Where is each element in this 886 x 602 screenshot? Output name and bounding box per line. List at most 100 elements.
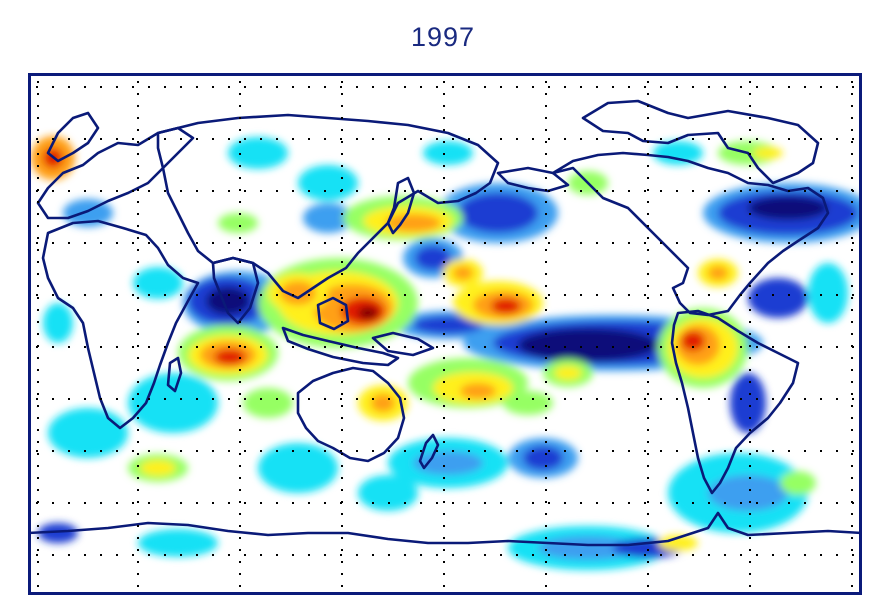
grid-dot bbox=[443, 201, 445, 203]
grid-dot bbox=[756, 398, 758, 400]
grid-dot bbox=[804, 294, 806, 296]
coastline-north-america bbox=[551, 151, 830, 317]
grid-dot bbox=[724, 138, 726, 140]
grid-dot bbox=[740, 398, 742, 400]
grid-dot bbox=[196, 502, 198, 504]
grid-dot bbox=[68, 242, 70, 244]
grid-dot bbox=[68, 398, 70, 400]
grid-dot bbox=[532, 450, 534, 452]
coastline-south-america bbox=[670, 309, 800, 495]
grid-dot bbox=[37, 525, 39, 527]
grid-dot bbox=[239, 165, 241, 167]
grid-dot bbox=[116, 138, 118, 140]
grid-dot bbox=[239, 429, 241, 431]
grid-dot bbox=[228, 346, 230, 348]
grid-dot bbox=[851, 81, 853, 83]
grid-dot bbox=[404, 138, 406, 140]
grid-dot bbox=[852, 138, 854, 140]
grid-dot bbox=[276, 346, 278, 348]
grid-dot bbox=[137, 357, 139, 359]
grid-dot bbox=[749, 237, 751, 239]
grid-dot bbox=[341, 513, 343, 515]
grid-dot bbox=[647, 453, 649, 455]
grid-dot bbox=[820, 86, 822, 88]
grid-dot bbox=[749, 105, 751, 107]
grid-dot bbox=[196, 450, 198, 452]
grid-dot bbox=[516, 190, 518, 192]
grid-dot bbox=[580, 398, 582, 400]
anomaly-patch bbox=[423, 141, 473, 165]
grid-dot bbox=[580, 554, 582, 556]
grid-dot bbox=[647, 573, 649, 575]
grid-dot bbox=[244, 450, 246, 452]
grid-dot bbox=[647, 177, 649, 179]
grid-dot bbox=[647, 489, 649, 491]
grid-dot bbox=[37, 297, 39, 299]
grid-dot bbox=[836, 450, 838, 452]
grid-dot bbox=[628, 346, 630, 348]
grid-dot bbox=[708, 346, 710, 348]
anomaly-field bbox=[31, 136, 862, 570]
grid-dot bbox=[804, 502, 806, 504]
grid-dot bbox=[851, 213, 853, 215]
grid-dot bbox=[545, 249, 547, 251]
grid-dot bbox=[420, 294, 422, 296]
grid-dot bbox=[580, 294, 582, 296]
anomaly-patch bbox=[358, 475, 418, 511]
grid-dot bbox=[756, 346, 758, 348]
grid-dot bbox=[196, 346, 198, 348]
grid-dot bbox=[116, 554, 118, 556]
grid-dot bbox=[137, 525, 139, 527]
grid-dot bbox=[137, 453, 139, 455]
grid-dot bbox=[644, 398, 646, 400]
grid-dot bbox=[443, 141, 445, 143]
grid-dot bbox=[545, 285, 547, 287]
grid-dot bbox=[37, 117, 39, 119]
anomaly-patch bbox=[681, 331, 705, 351]
grid-dot bbox=[37, 393, 39, 395]
grid-dot bbox=[52, 398, 54, 400]
grid-dot bbox=[276, 502, 278, 504]
grid-dot bbox=[443, 525, 445, 527]
grid-dot bbox=[628, 398, 630, 400]
grid-dot bbox=[341, 417, 343, 419]
grid-dot bbox=[137, 285, 139, 287]
grid-dot bbox=[749, 297, 751, 299]
grid-dot bbox=[84, 450, 86, 452]
grid-dot bbox=[660, 294, 662, 296]
grid-dot bbox=[772, 294, 774, 296]
grid-dot bbox=[749, 261, 751, 263]
grid-dot bbox=[647, 81, 649, 83]
grid-dot bbox=[137, 165, 139, 167]
grid-dot bbox=[820, 294, 822, 296]
coastline-india bbox=[211, 256, 260, 325]
grid-dot bbox=[647, 189, 649, 191]
grid-dot bbox=[443, 105, 445, 107]
grid-dot bbox=[341, 261, 343, 263]
grid-dot bbox=[443, 153, 445, 155]
grid-dot bbox=[239, 357, 241, 359]
grid-dot bbox=[851, 357, 853, 359]
grid-dot bbox=[545, 429, 547, 431]
grid-dot bbox=[468, 346, 470, 348]
grid-dot bbox=[137, 345, 139, 347]
grid-dot bbox=[452, 450, 454, 452]
coastline-madagascar bbox=[166, 356, 183, 393]
grid-dot bbox=[820, 190, 822, 192]
grid-dot bbox=[749, 153, 751, 155]
anomaly-patch bbox=[385, 214, 441, 232]
grid-dot bbox=[436, 502, 438, 504]
grid-dot bbox=[180, 346, 182, 348]
grid-dot bbox=[420, 398, 422, 400]
grid-dot bbox=[420, 554, 422, 556]
grid-dot bbox=[356, 86, 358, 88]
grid-dot bbox=[276, 242, 278, 244]
grid-dot bbox=[647, 381, 649, 383]
coastline-asia bbox=[156, 113, 500, 300]
grid-dot bbox=[692, 346, 694, 348]
grid-dot bbox=[37, 429, 39, 431]
grid-dot bbox=[260, 294, 262, 296]
grid-dot bbox=[341, 177, 343, 179]
grid-dot bbox=[37, 261, 39, 263]
grid-dot bbox=[851, 453, 853, 455]
